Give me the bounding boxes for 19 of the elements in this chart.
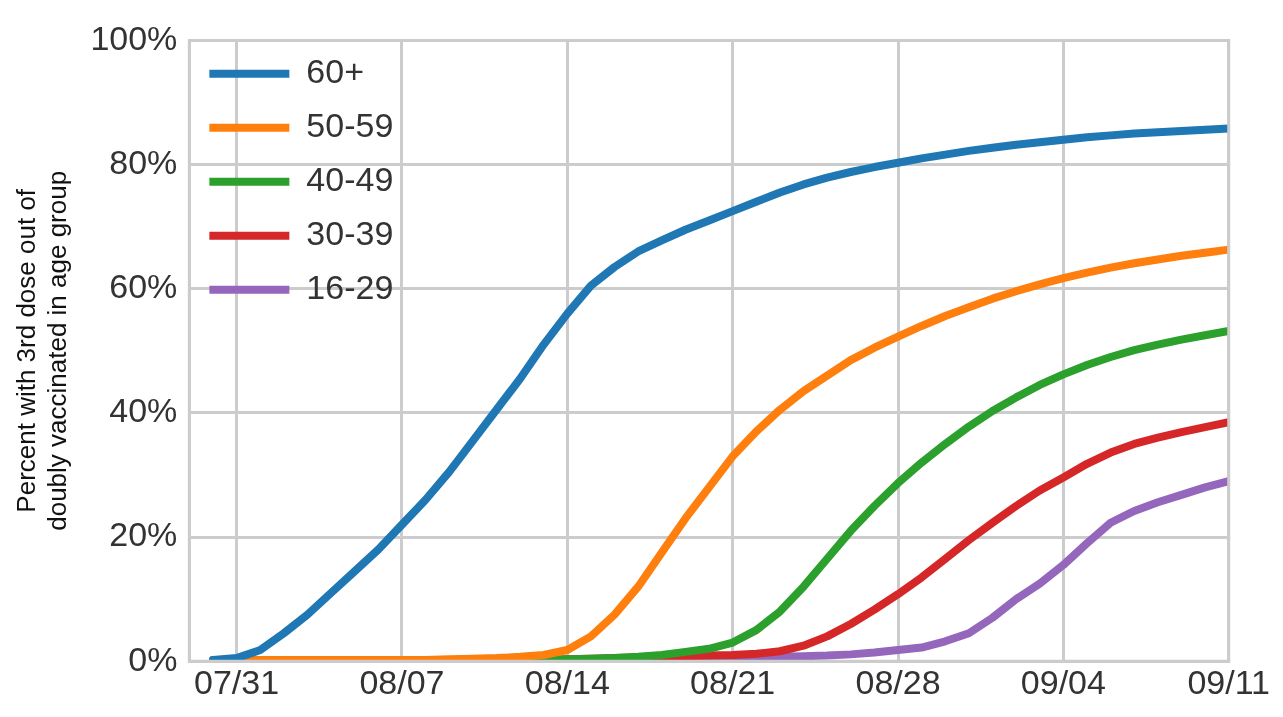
legend-label: 50-59 — [306, 106, 394, 145]
y-axis-title: Percent with 3rd dose out of doubly vaccinated in age group — [10, 170, 72, 531]
legend-label: 40-49 — [306, 160, 394, 199]
y-tick-label: 0% — [128, 639, 178, 678]
legend-label: 60+ — [306, 52, 365, 91]
y-tick-label: 60% — [109, 267, 178, 306]
y-tick-label: 20% — [109, 515, 178, 554]
x-tick-label: 08/14 — [524, 662, 610, 701]
x-tick-label: 08/28 — [855, 662, 941, 701]
y-tick-label: 40% — [109, 391, 178, 430]
y-tick-label: 80% — [109, 142, 178, 181]
x-tick-label: 09/11 — [1187, 662, 1270, 701]
x-tick-label: 07/31 — [194, 662, 280, 701]
x-tick-label: 08/21 — [690, 662, 776, 701]
y-tick-label: 100% — [90, 18, 178, 57]
x-tick-label: 09/04 — [1020, 662, 1106, 701]
legend-label: 16-29 — [306, 268, 394, 307]
legend-label: 30-39 — [306, 214, 394, 253]
x-tick-label: 08/07 — [359, 662, 445, 701]
